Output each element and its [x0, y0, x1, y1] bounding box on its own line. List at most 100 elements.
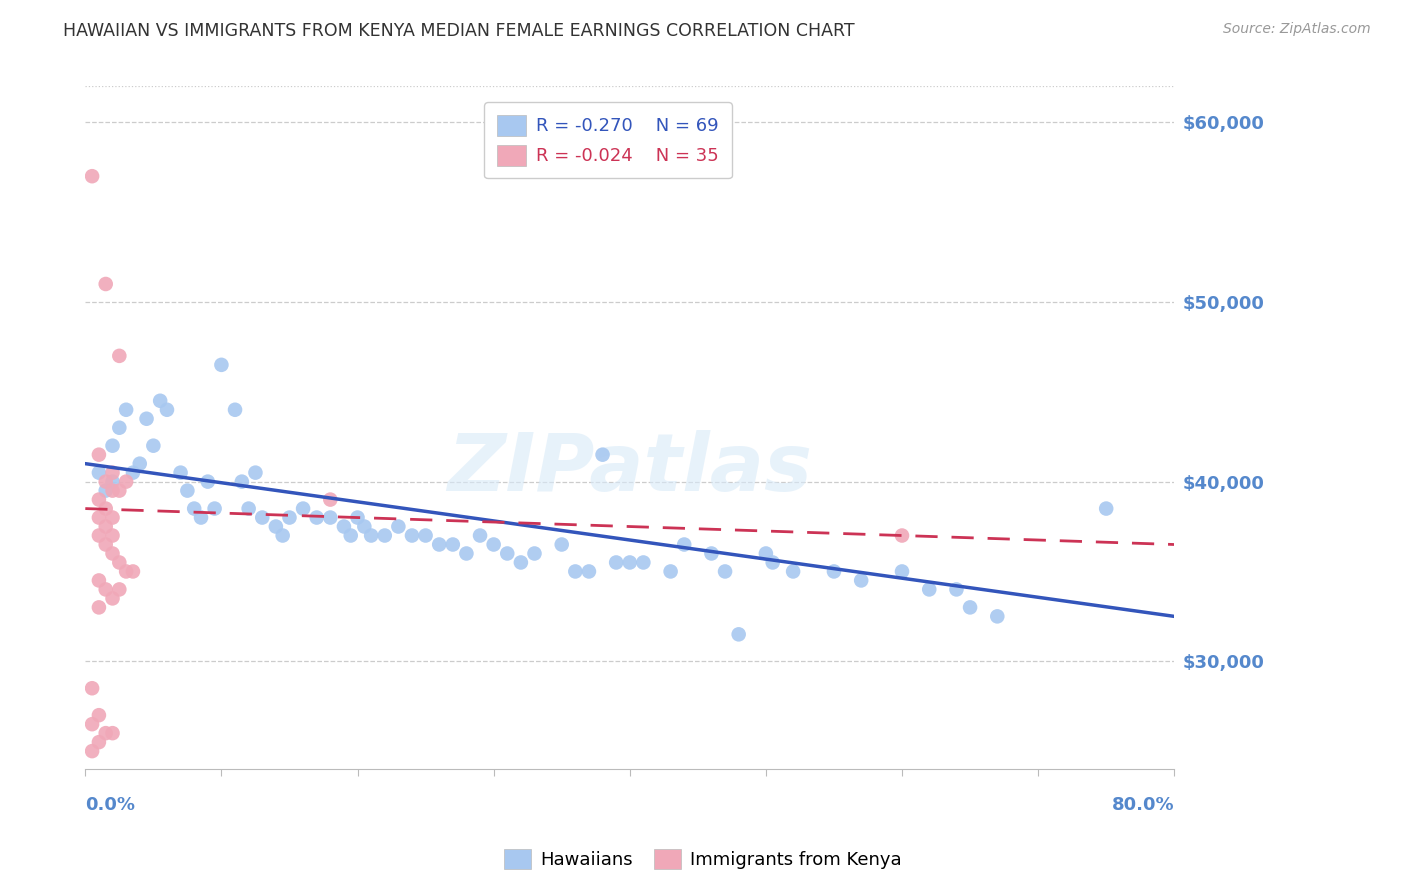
Point [1095, 501, 1118, 516]
Point [360, 528, 382, 542]
Point [101, 591, 124, 606]
Text: 80.0%: 80.0% [1112, 797, 1174, 814]
Point [441, 537, 464, 551]
Point [87, 466, 110, 480]
Point [482, 537, 505, 551]
Point [755, 547, 778, 561]
Point [87, 574, 110, 588]
Point [128, 457, 150, 471]
Point [204, 501, 226, 516]
Point [509, 556, 531, 570]
Point [564, 565, 586, 579]
Point [101, 547, 124, 561]
Point [496, 547, 519, 561]
Point [122, 565, 145, 579]
Point [190, 510, 212, 524]
Point [238, 501, 260, 516]
Point [659, 565, 682, 579]
Legend: Hawaiians, Immigrants from Kenya: Hawaiians, Immigrants from Kenya [495, 839, 911, 879]
Point [101, 510, 124, 524]
Point [101, 466, 124, 480]
Point [115, 475, 138, 489]
Point [319, 510, 342, 524]
Point [891, 528, 914, 542]
Point [101, 475, 124, 489]
Point [986, 609, 1008, 624]
Point [319, 492, 342, 507]
Text: 0.0%: 0.0% [86, 797, 135, 814]
Point [959, 600, 981, 615]
Point [209, 358, 232, 372]
Point [87, 708, 110, 723]
Text: ZIPatlas: ZIPatlas [447, 430, 813, 508]
Point [197, 475, 219, 489]
Point [115, 565, 138, 579]
Point [94, 483, 117, 498]
Point [101, 483, 124, 498]
Point [891, 565, 914, 579]
Point [94, 277, 117, 291]
Point [278, 510, 301, 524]
Point [673, 537, 696, 551]
Point [415, 528, 437, 542]
Point [823, 565, 845, 579]
Point [94, 726, 117, 740]
Point [87, 448, 110, 462]
Text: Source: ZipAtlas.com: Source: ZipAtlas.com [1223, 22, 1371, 37]
Point [305, 510, 328, 524]
Point [115, 402, 138, 417]
Point [101, 528, 124, 542]
Point [142, 439, 165, 453]
Point [333, 519, 356, 533]
Point [346, 510, 368, 524]
Point [633, 556, 655, 570]
Point [108, 483, 131, 498]
Point [945, 582, 967, 597]
Point [231, 475, 253, 489]
Point [427, 537, 450, 551]
Point [101, 439, 124, 453]
Point [156, 402, 179, 417]
Legend: R = -0.270    N = 69, R = -0.024    N = 35: R = -0.270 N = 69, R = -0.024 N = 35 [484, 103, 733, 178]
Point [592, 448, 614, 462]
Point [727, 627, 749, 641]
Point [578, 565, 600, 579]
Point [605, 556, 627, 570]
Point [94, 475, 117, 489]
Point [714, 565, 737, 579]
Point [523, 547, 546, 561]
Point [271, 528, 294, 542]
Point [108, 556, 131, 570]
Point [224, 402, 246, 417]
Point [183, 501, 205, 516]
Point [851, 574, 873, 588]
Point [94, 537, 117, 551]
Point [292, 501, 315, 516]
Point [782, 565, 804, 579]
Point [468, 528, 491, 542]
Point [264, 519, 287, 533]
Point [456, 547, 478, 561]
Point [374, 528, 396, 542]
Point [87, 600, 110, 615]
Point [353, 519, 375, 533]
Point [135, 411, 157, 425]
Point [619, 556, 641, 570]
Point [94, 501, 117, 516]
Point [387, 519, 409, 533]
Point [94, 519, 117, 533]
Point [101, 726, 124, 740]
Point [149, 393, 172, 408]
Point [82, 681, 104, 696]
Point [245, 466, 267, 480]
Point [108, 421, 131, 435]
Point [339, 528, 361, 542]
Point [108, 349, 131, 363]
Point [94, 582, 117, 597]
Point [122, 466, 145, 480]
Point [87, 492, 110, 507]
Point [918, 582, 941, 597]
Point [252, 510, 274, 524]
Point [87, 528, 110, 542]
Point [108, 582, 131, 597]
